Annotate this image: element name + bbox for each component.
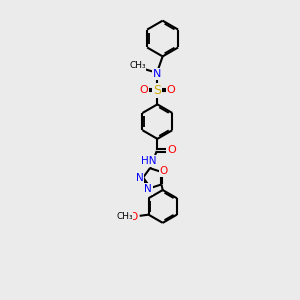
Text: N: N — [153, 69, 161, 79]
Text: CH₃: CH₃ — [116, 212, 133, 221]
Text: O: O — [167, 85, 176, 95]
Text: HN: HN — [141, 156, 157, 166]
Text: O: O — [160, 166, 168, 176]
Text: O: O — [139, 85, 148, 95]
Text: CH₃: CH₃ — [129, 61, 146, 70]
Text: N: N — [144, 184, 152, 194]
Text: N: N — [136, 173, 144, 183]
Text: O: O — [167, 146, 176, 155]
Text: S: S — [153, 84, 161, 97]
Text: O: O — [130, 212, 138, 222]
